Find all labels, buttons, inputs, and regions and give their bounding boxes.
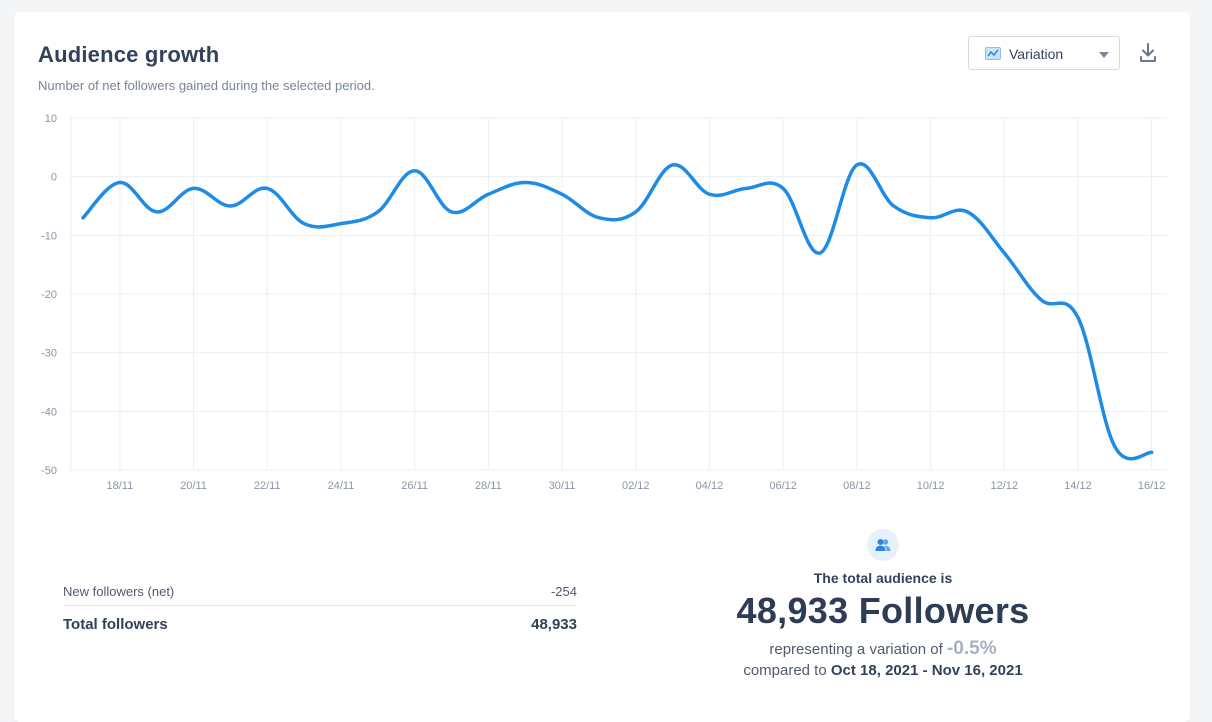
y-tick-label: 0 xyxy=(51,172,57,184)
y-tick-label: -20 xyxy=(41,289,57,301)
audience-variation: representing a variation of -0.5% xyxy=(670,638,1096,660)
series-line xyxy=(81,162,1154,461)
x-tick-label: 06/12 xyxy=(769,480,797,492)
audience-summary: The total audience is 48,933 Followers r… xyxy=(670,529,1096,679)
x-tick-label: 12/12 xyxy=(990,480,1018,492)
card-title: Audience growth xyxy=(38,42,220,67)
view-mode-label: Variation xyxy=(1009,46,1064,62)
y-tick-label: 10 xyxy=(45,113,57,125)
y-tick-label: -10 xyxy=(41,230,57,242)
variation-prefix: representing a variation of xyxy=(769,641,943,658)
audience-total: 48,933 Followers xyxy=(736,590,1030,631)
x-tick-label: 30/11 xyxy=(549,480,576,492)
total-followers-value: 48,933 xyxy=(531,615,577,633)
x-tick-label: 04/12 xyxy=(696,480,724,492)
chevron-down-icon xyxy=(1099,52,1109,58)
y-tick-label: -30 xyxy=(41,348,57,360)
x-tick-label: 08/12 xyxy=(843,480,871,492)
new-followers-value: -254 xyxy=(550,583,577,599)
y-tick-label: -50 xyxy=(41,465,57,477)
y-tick-label: -40 xyxy=(41,406,57,418)
stats-table: New followers (net) -254 Total followers… xyxy=(63,577,577,642)
line-chart-icon xyxy=(985,47,1001,60)
x-tick-label: 28/11 xyxy=(475,480,502,492)
new-followers-label: New followers (net) xyxy=(63,583,175,599)
audience-growth-chart: 10 0 -10 -20 -30 -40 -50 18/11 20/11 22/11 24/11 2… xyxy=(41,113,1169,492)
card-subtitle: Number of net followers gained during th… xyxy=(38,78,375,93)
total-followers-label: Total followers xyxy=(63,615,168,633)
audience-growth-card: Audience growth Number of net followers … xyxy=(14,12,1190,722)
x-tick-label: 10/12 xyxy=(917,480,945,492)
view-mode-select[interactable]: Variation xyxy=(968,36,1120,70)
x-tick-label: 02/12 xyxy=(622,480,650,492)
compared-prefix: compared to xyxy=(743,662,827,679)
x-tick-label: 24/11 xyxy=(328,480,355,492)
stat-row-new-followers: New followers (net) -254 xyxy=(63,577,577,606)
x-tick-label: 18/11 xyxy=(106,480,133,492)
x-tick-label: 22/11 xyxy=(254,480,281,492)
audience-intro: The total audience is xyxy=(813,570,953,586)
download-icon[interactable] xyxy=(1138,42,1158,64)
users-icon xyxy=(867,529,899,561)
stat-row-total-followers: Total followers 48,933 xyxy=(63,606,577,642)
x-tick-label: 26/11 xyxy=(401,480,428,492)
x-tick-label: 14/12 xyxy=(1064,480,1092,492)
audience-comparison: compared to Oct 18, 2021 - Nov 16, 2021 xyxy=(670,662,1096,679)
x-tick-label: 16/12 xyxy=(1138,480,1166,492)
compared-date-range: Oct 18, 2021 - Nov 16, 2021 xyxy=(830,662,1023,679)
variation-percent: -0.5% xyxy=(946,638,997,659)
x-tick-label: 20/11 xyxy=(180,480,207,492)
